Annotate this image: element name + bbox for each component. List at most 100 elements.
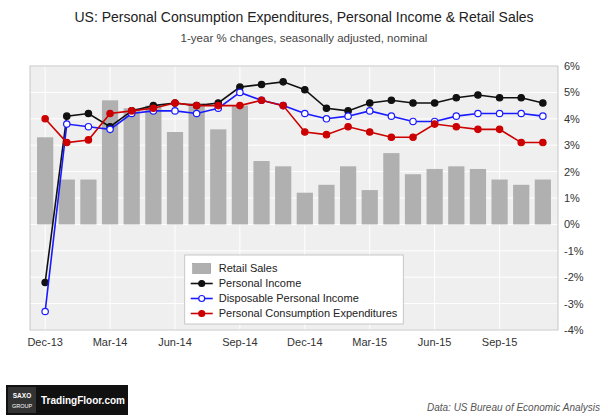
x-tick-label: Dec-13 [27, 336, 62, 348]
legend-item: Personal Consumption Expenditures [191, 307, 398, 319]
point [258, 81, 264, 87]
legend-marker [199, 311, 205, 317]
legend-swatch [193, 264, 211, 274]
point [85, 110, 91, 116]
bar [232, 106, 248, 225]
logo-badge [8, 387, 36, 413]
y-tick-label: -4% [564, 324, 584, 336]
x-tick-label: Mar-14 [93, 336, 128, 348]
point [453, 113, 459, 119]
legend-marker [199, 281, 205, 287]
line [45, 92, 543, 311]
bar [167, 132, 183, 224]
point [453, 124, 459, 130]
point [107, 110, 113, 116]
x-tick-label: Jun-15 [418, 336, 452, 348]
bar [102, 100, 118, 224]
point [42, 308, 48, 314]
point [453, 94, 459, 100]
point [518, 139, 524, 145]
point [215, 102, 221, 108]
y-tick-label: -3% [564, 298, 584, 310]
x-tick-label: Sep-15 [482, 336, 517, 348]
point [193, 102, 199, 108]
chart: US: Personal Consumption Expenditures, P… [0, 0, 608, 419]
point [540, 113, 546, 119]
point [496, 94, 502, 100]
point [496, 110, 502, 116]
line-series [42, 97, 546, 146]
legend-item: Retail Sales [193, 262, 278, 274]
bar [383, 153, 399, 224]
legend-item: Disposable Personal Income [191, 292, 359, 304]
point [431, 100, 437, 106]
y-grid-line [30, 250, 558, 251]
point [172, 108, 178, 114]
plot-background [30, 66, 558, 330]
bar [535, 180, 551, 225]
bar-series [37, 100, 551, 224]
source: Data: US Bureau of Economic Analysis [427, 402, 600, 413]
legend-label: Retail Sales [219, 262, 278, 274]
legend-marker [199, 296, 205, 302]
logo-box [6, 385, 128, 415]
point [410, 118, 416, 124]
point [280, 102, 286, 108]
x-tick-label: Dec-14 [287, 336, 322, 348]
point [388, 97, 394, 103]
bar [491, 180, 507, 225]
point [193, 110, 199, 116]
point [496, 126, 502, 132]
y-tick-label: 0% [564, 218, 580, 230]
bar [253, 161, 269, 224]
point [323, 131, 329, 137]
point [302, 110, 308, 116]
legend-label: Disposable Personal Income [219, 292, 359, 304]
point [367, 108, 373, 114]
y-tick-label: 1% [564, 192, 580, 204]
point [323, 116, 329, 122]
line [45, 100, 543, 142]
point [237, 89, 243, 95]
point [193, 102, 199, 108]
bar [362, 190, 378, 224]
bar [210, 129, 226, 224]
bar [37, 137, 53, 224]
bar [275, 166, 291, 224]
plot-frame [30, 66, 558, 330]
point [388, 113, 394, 119]
point [150, 105, 156, 111]
y-tick-label: 6% [564, 60, 580, 72]
point [302, 87, 308, 93]
y-tick-label: 3% [564, 139, 580, 151]
x-tick-label: Mar-15 [352, 336, 387, 348]
point [302, 129, 308, 135]
bar [448, 166, 464, 224]
bar [80, 180, 96, 225]
point [85, 137, 91, 143]
legend-label: Personal Income [219, 277, 302, 289]
point [237, 102, 243, 108]
bar [124, 108, 140, 224]
legend: Retail Sales Personal Income Disposable Pe… [185, 255, 404, 324]
point [475, 126, 481, 132]
bar [427, 169, 443, 224]
title: US: Personal Consumption Expenditures, P… [74, 9, 533, 25]
point [85, 124, 91, 130]
logo: SAXOGROUPTradingFloor.com [6, 385, 128, 415]
bar [513, 185, 529, 225]
grid [30, 66, 558, 330]
point [345, 113, 351, 119]
y-tick-label: -1% [564, 245, 584, 257]
point [540, 139, 546, 145]
point [540, 100, 546, 106]
point [107, 126, 113, 132]
point [431, 121, 437, 127]
point [172, 100, 178, 106]
bar [405, 174, 421, 224]
point [64, 139, 70, 145]
point [64, 121, 70, 127]
bar [297, 193, 313, 225]
bar [59, 180, 75, 225]
legend-label: Personal Consumption Expenditures [219, 307, 398, 319]
